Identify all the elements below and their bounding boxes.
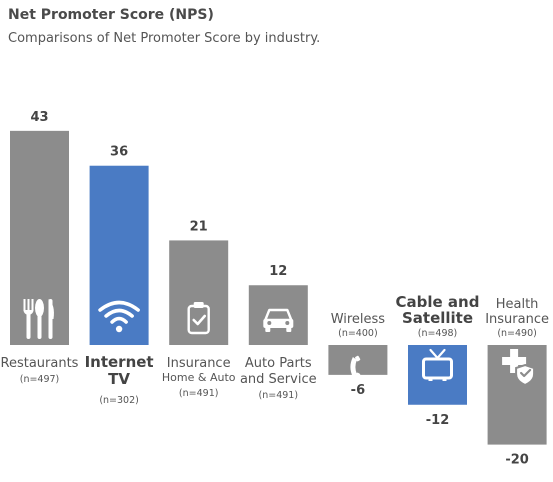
category-label: Restaurants (1, 356, 79, 371)
bar-value-label: -6 (351, 383, 365, 398)
category-label: Health (496, 297, 539, 312)
bar-value-label: 21 (190, 219, 208, 234)
car-icon (263, 308, 294, 332)
sample-size-label: (n=400) (338, 328, 378, 339)
category-label: Internet (85, 353, 154, 371)
category-label: Auto Parts (245, 356, 312, 371)
fork-knife-icon (23, 299, 54, 339)
sample-size-label: (n=491) (259, 390, 299, 401)
bar-value-label: -20 (505, 453, 529, 468)
category-label: and Service (240, 372, 317, 387)
bar-value-label: 36 (110, 145, 128, 160)
chart-title: Net Promoter Score (NPS) (8, 7, 214, 23)
wifi-icon (98, 300, 140, 333)
chart-subtitle: Comparisons of Net Promoter Score by ind… (8, 31, 320, 46)
bar (248, 285, 308, 345)
sample-size-label: (n=302) (99, 395, 139, 406)
category-label: TV (108, 370, 130, 388)
phone-icon (350, 355, 361, 379)
sample-size-label: (n=491) (179, 388, 219, 399)
category-label: Wireless (331, 312, 386, 327)
bar (89, 165, 149, 345)
category-label: Insurance (167, 356, 231, 371)
category-sublabel: Home & Auto (162, 371, 236, 384)
bar-value-label: -12 (426, 413, 450, 428)
tv-icon (422, 348, 453, 381)
sample-size-label: (n=497) (20, 374, 60, 385)
sample-size-label: (n=498) (418, 328, 458, 339)
bar (169, 240, 229, 345)
sample-size-label: (n=490) (497, 328, 537, 339)
category-label: Insurance (485, 312, 549, 327)
clipboard-check-icon (187, 302, 210, 335)
health-shield-icon (502, 349, 536, 387)
bar-value-label: 43 (30, 110, 48, 125)
category-label: Cable and (396, 293, 480, 311)
bar-value-label: 12 (269, 264, 287, 279)
category-label: Satellite (402, 309, 473, 327)
bar (408, 345, 467, 405)
